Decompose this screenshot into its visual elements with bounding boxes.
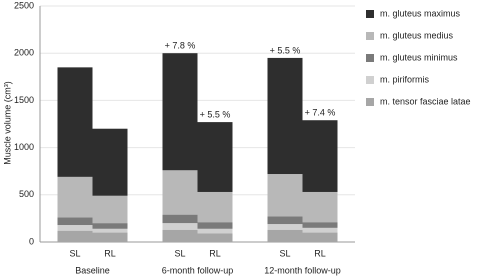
bar-segment: [197, 122, 233, 192]
legend-label: m. gluteus minimus: [380, 52, 458, 62]
x-tick-label: SL: [174, 248, 185, 258]
x-tick-label: RL: [209, 248, 221, 258]
legend-swatch: [366, 54, 374, 62]
bar-segment: [302, 232, 338, 242]
legend-swatch: [366, 32, 374, 40]
bar-segment: [267, 174, 303, 217]
bar-segment: [267, 57, 303, 175]
bar-annotation: + 7.8 %: [165, 41, 196, 51]
y-tick-label: 500: [19, 189, 34, 199]
bar-segment: [197, 233, 233, 242]
legend-label: m. gluteus medius: [380, 30, 454, 40]
y-tick-label: 2000: [14, 48, 34, 58]
y-tick-label: 0: [29, 236, 34, 246]
legend-label: m. piriformis: [380, 74, 429, 84]
x-tick-label: RL: [314, 248, 326, 258]
bar-annotation: + 5.5 %: [200, 109, 231, 119]
bar-segment: [302, 191, 338, 223]
bar-segment: [92, 232, 128, 242]
y-tick-label: 2500: [14, 0, 34, 10]
bar-annotation: + 5.5 %: [270, 45, 301, 55]
bar-segment: [92, 223, 128, 229]
legend-swatch: [366, 76, 374, 84]
bar-segment: [302, 227, 338, 233]
bar-segment: [92, 228, 128, 233]
bar-annotation: + 7.4 %: [305, 108, 336, 118]
group-label: 12-month follow-up: [264, 265, 341, 275]
bar-segment: [197, 222, 233, 229]
legend-swatch: [366, 98, 374, 106]
bar-segment: [57, 217, 93, 226]
bar-segment: [162, 229, 198, 242]
bar-segment: [57, 230, 93, 242]
legend-label: m. gluteus maximus: [380, 8, 461, 18]
bar-segment: [162, 223, 198, 230]
bar-segment: [197, 228, 233, 234]
group-label: 6-month follow-up: [162, 265, 234, 275]
bar-segment: [57, 225, 93, 231]
legend-label: m. tensor fasciae latae: [380, 96, 471, 106]
bar-segment: [162, 170, 198, 215]
x-tick-label: SL: [69, 248, 80, 258]
bar-segment: [162, 214, 198, 224]
bar-segment: [162, 53, 198, 171]
y-tick-label: 1000: [14, 142, 34, 152]
bar-segment: [57, 67, 93, 177]
x-tick-label: SL: [279, 248, 290, 258]
bar-segment: [57, 176, 93, 218]
bar-segment: [92, 128, 128, 196]
bar-segment: [267, 224, 303, 230]
legend-swatch: [366, 10, 374, 18]
bar-segment: [302, 120, 338, 192]
bar-segment: [267, 229, 303, 242]
x-tick-label: RL: [104, 248, 116, 258]
bar-segment: [302, 222, 338, 228]
y-axis-label: Muscle volume (cm³): [2, 81, 12, 165]
bar-segment: [92, 195, 128, 224]
y-tick-label: 1500: [14, 95, 34, 105]
bar-segment: [267, 216, 303, 225]
bar-segment: [197, 191, 233, 223]
group-label: Baseline: [75, 265, 110, 275]
